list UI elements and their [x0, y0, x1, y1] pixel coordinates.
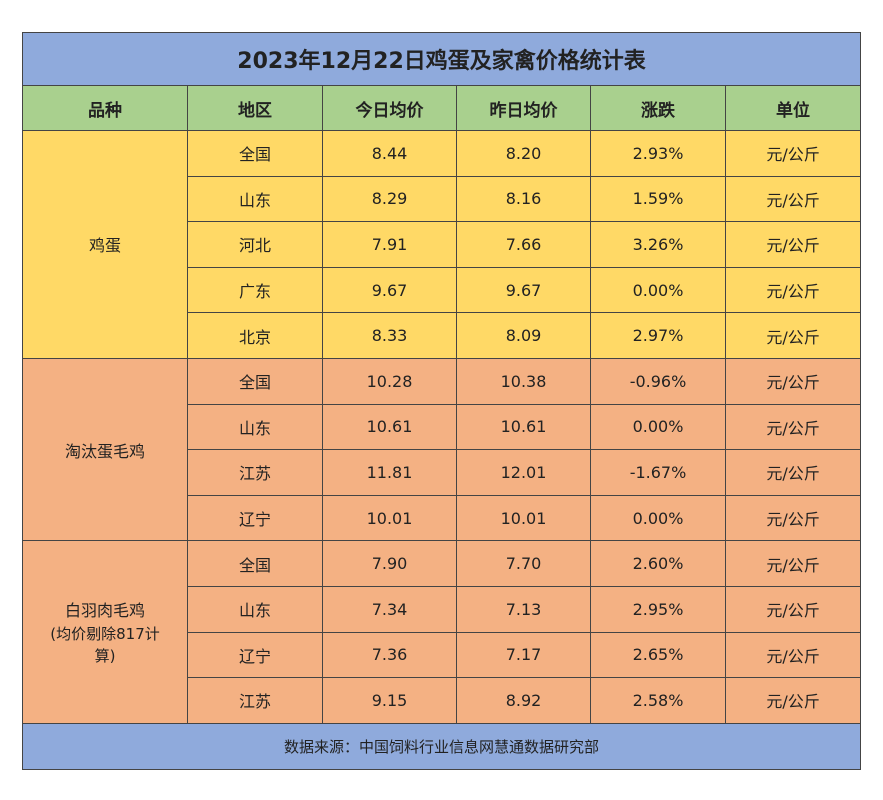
cell: 9.15	[322, 677, 457, 724]
header-cell: 涨跌	[590, 85, 726, 131]
cell: 8.20	[456, 130, 591, 177]
data-row: 鸡蛋 全国 8.44 8.20 2.93% 元/公斤	[22, 130, 862, 359]
cell: 北京	[187, 312, 323, 359]
cell: 2.65%	[590, 631, 726, 679]
cell: 10.01	[322, 494, 457, 542]
cell: -1.67%	[590, 449, 726, 496]
cell: 8.33	[322, 312, 457, 359]
cell: 元/公斤	[724, 631, 862, 679]
cell: 8.29	[322, 175, 457, 223]
cell: 广东	[187, 266, 323, 314]
header-cell: 今日均价	[322, 85, 457, 131]
cell: 7.13	[456, 585, 591, 633]
cell: 全国	[187, 540, 323, 587]
cell: 10.28	[322, 357, 457, 405]
cell: 2.58%	[590, 677, 726, 724]
category-name: 鸡蛋	[88, 236, 121, 256]
cell: 2.60%	[590, 540, 726, 587]
cell: 3.26%	[590, 221, 726, 268]
data-row: 山东 8.29 8.16 1.59% 元/公斤	[22, 175, 862, 223]
cell: 元/公斤	[724, 403, 862, 451]
cell: 10.01	[456, 494, 591, 542]
cell: 10.61	[322, 403, 457, 451]
cell: 0.00%	[590, 494, 726, 542]
cell: 11.81	[322, 449, 457, 496]
cell: 元/公斤	[724, 357, 862, 405]
cell: 10.61	[456, 403, 591, 451]
cell: 8.44	[322, 130, 457, 177]
data-row: 白羽肉毛鸡 (均价剔除817计算) 全国 7.90 7.70 2.60% 元/公斤	[22, 540, 862, 724]
cell: 全国	[187, 357, 323, 405]
cell: 0.00%	[590, 403, 726, 451]
cell: 0.00%	[590, 266, 726, 314]
header-cell: 昨日均价	[456, 85, 591, 131]
footer-row: 数据来源：中国饲料行业信息网慧通数据研究部	[21, 722, 862, 770]
header-row: 品种 地区 今日均价 昨日均价 涨跌 单位	[22, 85, 862, 131]
cell: 元/公斤	[724, 221, 862, 268]
cell: 8.16	[456, 175, 591, 223]
cell: 2.97%	[590, 312, 726, 359]
price-table: 2023年12月22日鸡蛋及家禽价格统计表 品种 地区 今日均价 昨日均价 涨跌 单位鸡蛋…	[21, 32, 862, 770]
cell: 元/公斤	[724, 449, 862, 496]
table-title: 2023年12月22日鸡蛋及家禽价格统计表	[21, 32, 862, 86]
cell: 元/公斤	[724, 175, 862, 223]
cell: 江苏	[187, 449, 323, 496]
cell: 山东	[187, 585, 323, 633]
cell: 辽宁	[187, 631, 323, 679]
cell: 辽宁	[187, 494, 323, 542]
cell: 12.01	[456, 449, 591, 496]
cell: 山东	[187, 175, 323, 223]
cell: 7.90	[322, 540, 457, 587]
cell: 8.09	[456, 312, 591, 359]
cell: 元/公斤	[724, 494, 862, 542]
cell: 元/公斤	[724, 540, 862, 587]
cell: 7.17	[456, 631, 591, 679]
cell: 河北	[187, 221, 323, 268]
cell: 9.67	[322, 266, 457, 314]
header-cell: 地区	[187, 85, 323, 131]
cell: 2.93%	[590, 130, 726, 177]
cell: 7.36	[322, 631, 457, 679]
cell: 元/公斤	[724, 585, 862, 633]
cell: 9.67	[456, 266, 591, 314]
cell: -0.96%	[590, 357, 726, 405]
cell: 元/公斤	[724, 130, 862, 177]
header-cell: 单位	[724, 85, 862, 131]
cell: 全国	[187, 130, 323, 177]
footer-cell: 数据来源：中国饲料行业信息网慧通数据研究部	[21, 722, 862, 770]
cell: 江苏	[187, 677, 323, 724]
cell: 7.91	[322, 221, 457, 268]
header-cell: 品种	[22, 85, 188, 131]
cell: 10.38	[456, 357, 591, 405]
category-cell: 白羽肉毛鸡 (均价剔除817计算)	[22, 540, 188, 724]
cell: 7.34	[322, 585, 457, 633]
cell: 山东	[187, 403, 323, 451]
category-note: (均价剔除817计算)	[50, 625, 160, 666]
table-body: 2023年12月22日鸡蛋及家禽价格统计表 品种 地区 今日均价 昨日均价 涨跌 单位鸡蛋…	[21, 32, 862, 770]
cell: 7.70	[456, 540, 591, 587]
cell: 7.66	[456, 221, 591, 268]
category-name: 白羽肉毛鸡	[64, 601, 145, 621]
category-name: 淘汰蛋毛鸡	[64, 441, 145, 461]
cell: 2.95%	[590, 585, 726, 633]
category-cell: 淘汰蛋毛鸡	[22, 357, 188, 542]
cell: 元/公斤	[724, 312, 862, 359]
data-row: 淘汰蛋毛鸡 全国 10.28 10.38 -0.96% 元/公斤	[22, 357, 862, 542]
cell: 1.59%	[590, 175, 726, 223]
title-row: 2023年12月22日鸡蛋及家禽价格统计表	[21, 32, 862, 86]
cell: 8.92	[456, 677, 591, 724]
cell: 元/公斤	[724, 266, 862, 314]
cell: 元/公斤	[724, 677, 862, 724]
category-cell: 鸡蛋	[22, 130, 188, 359]
data-row: 山东 7.34 7.13 2.95% 元/公斤	[22, 585, 862, 633]
